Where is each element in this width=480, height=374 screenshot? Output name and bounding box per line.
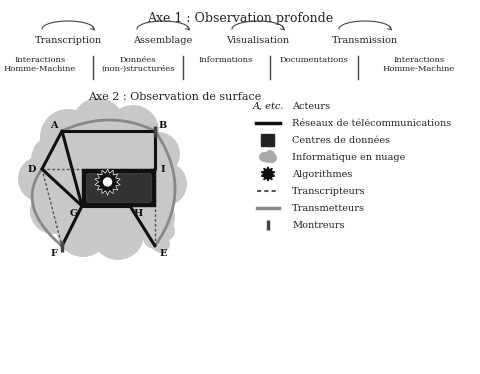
- Text: Informations: Informations: [199, 56, 253, 64]
- Bar: [82, 169, 155, 206]
- Circle shape: [40, 109, 96, 165]
- Text: Documentations: Documentations: [280, 56, 348, 64]
- Polygon shape: [261, 167, 275, 181]
- Circle shape: [72, 98, 124, 150]
- Bar: [87, 174, 150, 201]
- Circle shape: [31, 135, 79, 183]
- Text: A, etc.: A, etc.: [252, 101, 284, 110]
- Text: Interactions
Homme-Machine: Interactions Homme-Machine: [4, 56, 76, 73]
- Text: H: H: [133, 208, 143, 218]
- Circle shape: [18, 156, 64, 202]
- Bar: [261, 134, 274, 146]
- Circle shape: [30, 188, 76, 234]
- Text: D: D: [28, 165, 36, 174]
- Text: E: E: [159, 248, 167, 258]
- Circle shape: [264, 155, 272, 163]
- Circle shape: [265, 150, 275, 160]
- Circle shape: [104, 178, 111, 186]
- Polygon shape: [95, 169, 120, 195]
- Text: Axe 2 : Observation de surface: Axe 2 : Observation de surface: [88, 92, 262, 102]
- Text: B: B: [159, 120, 167, 129]
- Text: Montreurs: Montreurs: [292, 221, 345, 230]
- Circle shape: [143, 225, 167, 249]
- Circle shape: [107, 105, 159, 157]
- Text: A: A: [50, 120, 58, 129]
- Circle shape: [259, 152, 269, 162]
- Circle shape: [143, 162, 187, 206]
- Circle shape: [57, 205, 109, 257]
- Text: Transcription: Transcription: [35, 36, 102, 45]
- Text: Visualisation: Visualisation: [227, 36, 289, 45]
- Circle shape: [55, 131, 151, 227]
- Text: Algorithmes: Algorithmes: [292, 169, 352, 178]
- Text: Interactions
Homme-Machine: Interactions Homme-Machine: [383, 56, 455, 73]
- Circle shape: [127, 193, 175, 241]
- Text: Transcripteurs: Transcripteurs: [292, 187, 366, 196]
- Circle shape: [136, 132, 180, 176]
- Text: Informatique en nuage: Informatique en nuage: [292, 153, 406, 162]
- Text: Transmission: Transmission: [332, 36, 398, 45]
- Text: Acteurs: Acteurs: [292, 101, 330, 110]
- Bar: [87, 174, 150, 201]
- Text: Centres de données: Centres de données: [292, 135, 390, 144]
- Text: Transmetteurs: Transmetteurs: [292, 203, 365, 212]
- Circle shape: [155, 221, 175, 241]
- Text: I: I: [161, 165, 165, 174]
- Text: Axe 1 : Observation profonde: Axe 1 : Observation profonde: [147, 12, 333, 25]
- Text: G: G: [70, 208, 78, 218]
- Text: Assemblage: Assemblage: [133, 36, 192, 45]
- Circle shape: [92, 208, 144, 260]
- Text: Données
(non-)structurées: Données (non-)structurées: [101, 56, 175, 73]
- Text: F: F: [50, 248, 58, 258]
- Text: Réseaux de télécommunications: Réseaux de télécommunications: [292, 119, 451, 128]
- Circle shape: [152, 235, 170, 253]
- Circle shape: [267, 153, 277, 163]
